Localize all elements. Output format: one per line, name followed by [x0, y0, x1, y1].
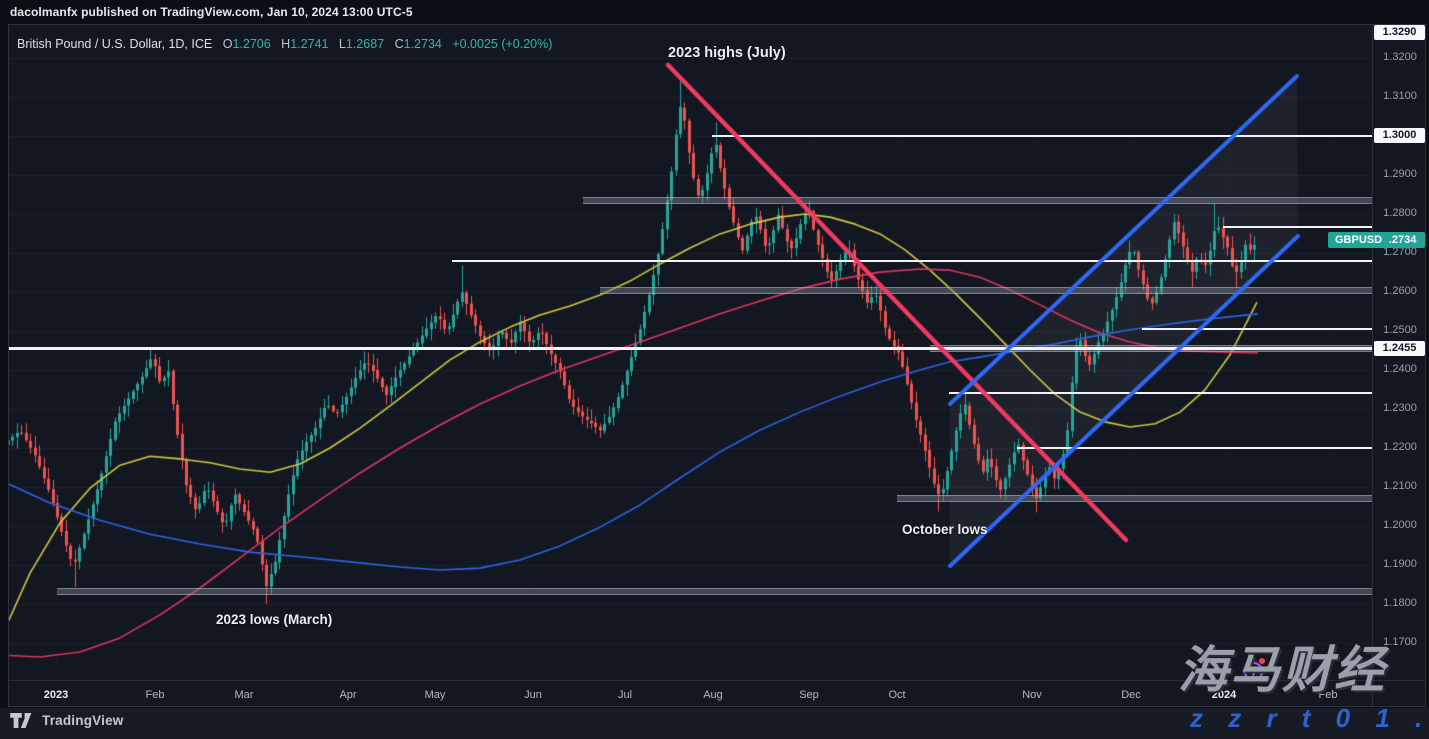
symbol-price-flag: GBPUSD: [1328, 231, 1390, 248]
price-axis-label: 1.2600: [1383, 285, 1417, 297]
resistance-1-2680[interactable]: [452, 259, 1372, 263]
open-value: 1.2706: [232, 37, 271, 51]
price-axis-label: 1.2400: [1383, 363, 1417, 375]
symbol-ohlc-header[interactable]: British Pound / U.S. Dollar, 1D, ICE O1.…: [17, 37, 552, 51]
time-axis-label: Mar: [234, 689, 254, 701]
resistance-1-2770[interactable]: [1223, 225, 1372, 228]
resistance-1-3000[interactable]: [712, 135, 1372, 137]
price-axis-label: 1.1800: [1383, 597, 1417, 609]
tradingview-brand-text: TradingView: [42, 713, 124, 728]
price-axis-label: 1.1900: [1383, 558, 1417, 570]
tradingview-logo-icon: [10, 713, 32, 728]
october-lows-zone[interactable]: [897, 494, 1372, 502]
level-1-2455[interactable]: [9, 347, 1372, 351]
tradingview-logo[interactable]: TradingView: [10, 713, 123, 728]
time-axis-label: Oct: [888, 689, 906, 701]
level-1-2500[interactable]: [1142, 328, 1372, 331]
high-label: H: [281, 37, 291, 51]
time-axis-label: Apr: [339, 689, 357, 701]
price-axis-label: 1.2100: [1383, 480, 1417, 492]
close-label: C: [394, 37, 404, 51]
time-axis-label: 2023: [43, 689, 69, 701]
level-1-2200[interactable]: [1017, 447, 1372, 449]
price-axis-badge: 1.3000: [1374, 128, 1425, 143]
march-lows-zone[interactable]: [57, 588, 1372, 596]
site-watermark-url: z z r t 0 1 . c n: [1190, 703, 1429, 733]
low-value: 1.2687: [345, 37, 385, 51]
price-axis-label: 1.2800: [1383, 207, 1417, 219]
price-axis-label: 1.2500: [1383, 324, 1417, 336]
site-watermark-cn: 海马财经: [1178, 642, 1386, 698]
time-axis-label: Feb: [145, 689, 165, 701]
price-axis-badge: 1.2455: [1374, 340, 1425, 356]
price-axis-label: 1.2700: [1383, 246, 1417, 258]
time-axis-label: Sep: [799, 689, 819, 701]
price-axis-label: 1.2900: [1383, 168, 1417, 180]
chart-text-annotation[interactable]: October lows: [902, 522, 988, 537]
price-axis-badge: 1.3290: [1374, 25, 1425, 40]
price-axis-label: 1.2200: [1383, 441, 1417, 453]
open-label: O: [222, 37, 233, 51]
chart-text-annotation[interactable]: 2023 highs (July): [668, 45, 786, 61]
price-axis-label: 1.3200: [1383, 51, 1417, 63]
symbol-title: British Pound / U.S. Dollar, 1D, ICE: [17, 37, 213, 51]
time-axis-label: Nov: [1022, 689, 1042, 701]
close-value: 1.2734: [403, 37, 442, 51]
price-axis-label: 1.2000: [1383, 519, 1417, 531]
price-axis-label: 1.3100: [1383, 90, 1417, 102]
time-axis-label: Jun: [524, 689, 542, 701]
change-value: +0.0025 (+0.20%): [452, 37, 553, 51]
level-1-2340[interactable]: [949, 392, 1372, 394]
chart-text-annotation[interactable]: 2023 lows (March): [216, 612, 333, 627]
time-axis-label: Aug: [703, 689, 723, 701]
time-axis-label: May: [424, 689, 446, 701]
low-label: L: [338, 37, 346, 51]
time-axis-label: Dec: [1121, 689, 1141, 701]
zone-1-2600[interactable]: [600, 286, 1372, 294]
high-value: 1.2741: [290, 37, 329, 51]
time-axis-label: Jul: [617, 689, 633, 701]
supply-zone-1-2820[interactable]: [583, 197, 1372, 205]
price-axis-label: 1.2300: [1383, 402, 1417, 414]
